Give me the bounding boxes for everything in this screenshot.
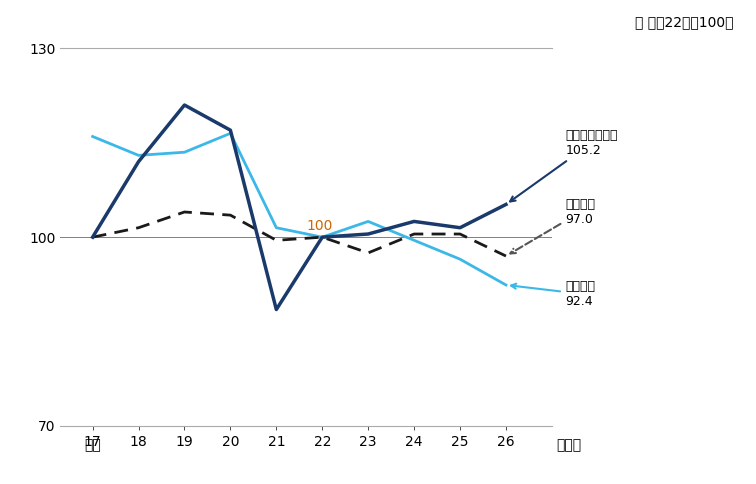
Text: 平成: 平成 xyxy=(84,439,101,453)
Text: 100: 100 xyxy=(306,219,333,233)
Text: 従業者数
97.0: 従業者数 97.0 xyxy=(510,198,596,254)
Text: 製造品出荷額等
105.2: 製造品出荷額等 105.2 xyxy=(510,129,618,201)
Text: （年）: （年） xyxy=(556,439,581,453)
Text: （ 平成22年＝100）: （ 平成22年＝100） xyxy=(635,15,733,29)
Text: 事業所数
92.4: 事業所数 92.4 xyxy=(511,280,596,308)
